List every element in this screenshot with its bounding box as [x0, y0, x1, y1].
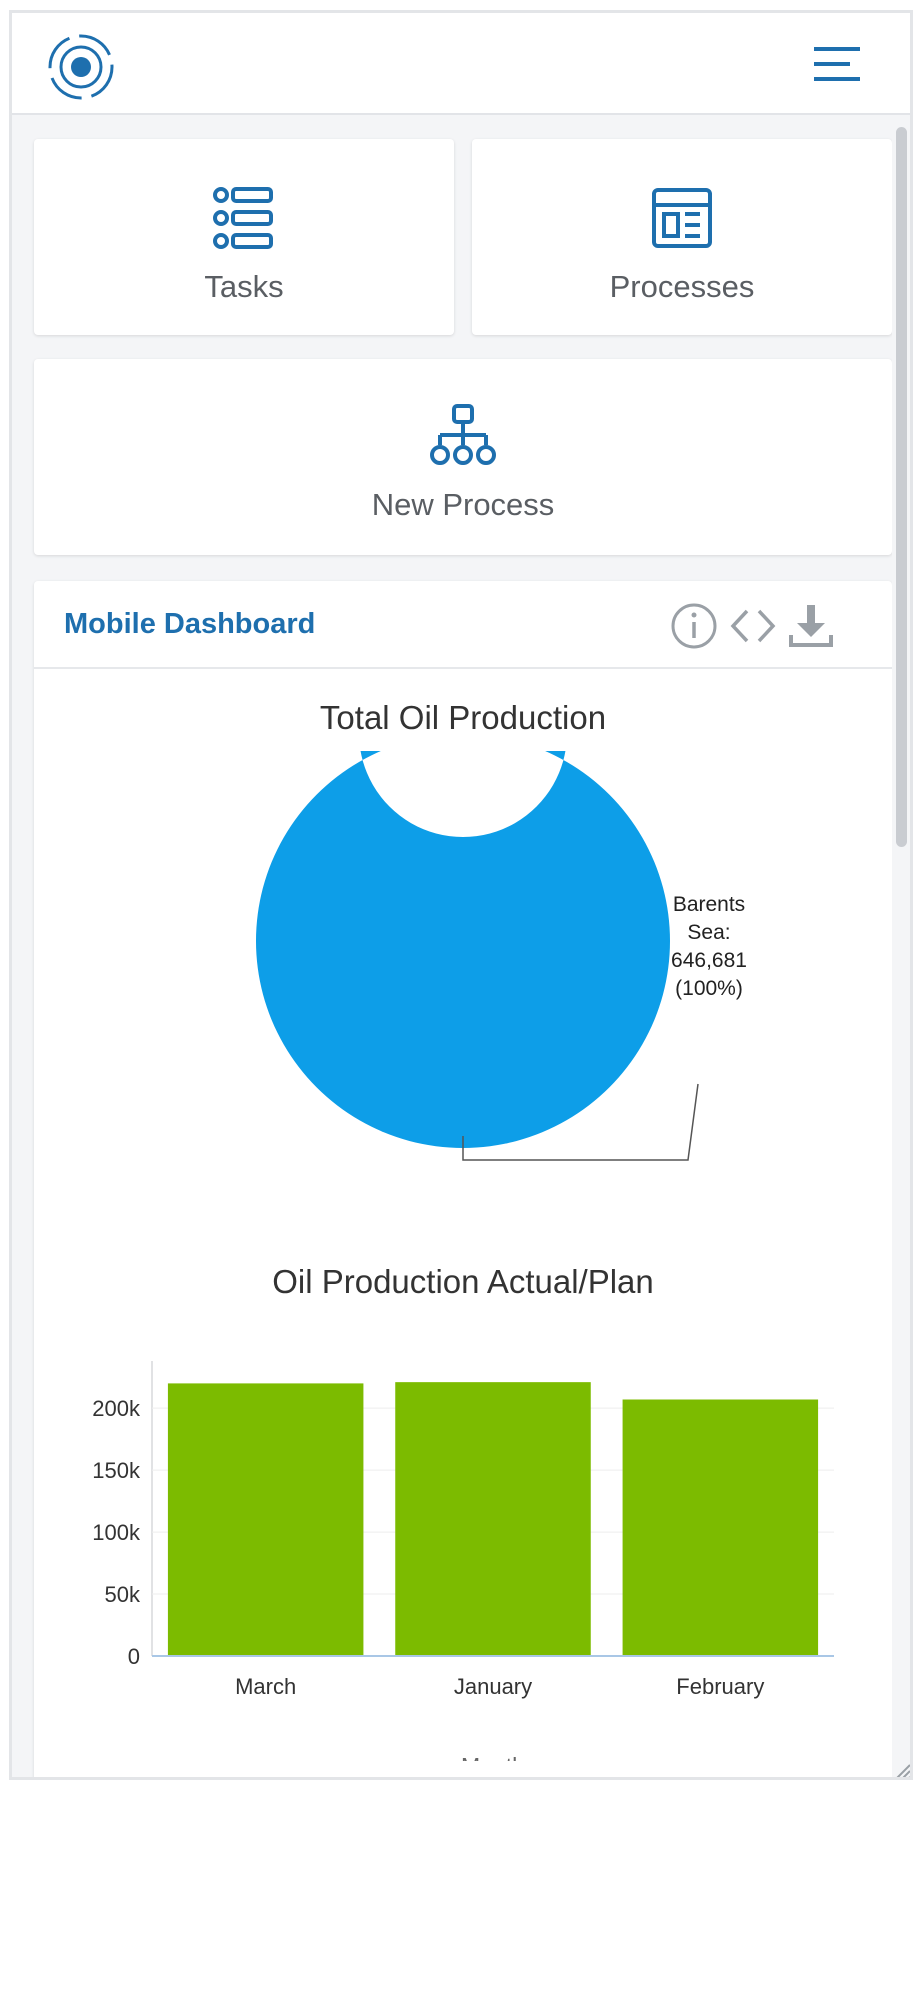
donut-leader-line [462, 1083, 699, 1161]
dashboard-title: Mobile Dashboard [64, 608, 316, 640]
bar-2 [622, 1399, 819, 1656]
bar-chart-title: Oil Production Actual/Plan [272, 1263, 654, 1300]
app-frame: Tasks Processes [9, 10, 913, 1780]
bar-0 [167, 1383, 364, 1656]
y-tick-label: 100k [92, 1520, 141, 1545]
tasks-tile[interactable]: Tasks [34, 139, 454, 335]
y-tick-label: 50k [105, 1582, 141, 1607]
processes-label: Processes [609, 269, 755, 304]
new-process-label: New Process [371, 487, 555, 522]
layout-icon [649, 185, 715, 251]
radar-target-icon[interactable] [45, 31, 117, 103]
resize-grip-icon[interactable] [890, 1761, 910, 1777]
x-axis-title: Month [461, 1753, 525, 1761]
hamburger-menu-icon[interactable] [810, 41, 864, 87]
list-icon [211, 185, 277, 251]
top-bar [12, 13, 910, 115]
donut-data-label: Barents [673, 893, 745, 916]
hierarchy-icon [430, 403, 496, 469]
y-tick-label: 0 [128, 1644, 140, 1669]
mobile-dashboard-card: Mobile Dashboard [34, 581, 892, 1777]
new-process-tile[interactable]: New Process [34, 359, 892, 555]
code-icon[interactable] [728, 601, 778, 651]
scrollbar-thumb[interactable] [896, 127, 907, 847]
main-content: Tasks Processes [12, 115, 892, 1777]
tasks-label: Tasks [204, 269, 284, 304]
donut-slice-0 [256, 751, 670, 1148]
processes-tile[interactable]: Processes [472, 139, 892, 335]
donut-data-label: Sea: [687, 921, 730, 944]
y-tick-label: 200k [92, 1396, 141, 1421]
bar-1 [395, 1382, 591, 1656]
donut-chart: Barents Sea: 646,681 (100%) [256, 751, 747, 1161]
info-icon[interactable] [669, 601, 719, 651]
x-tick-label: February [676, 1674, 764, 1699]
y-tick-label: 150k [92, 1458, 141, 1483]
x-tick-label: January [454, 1674, 532, 1699]
download-icon[interactable] [786, 601, 836, 651]
vertical-scrollbar[interactable] [893, 115, 910, 1777]
dashboard-header: Mobile Dashboard [34, 581, 892, 669]
bar-chart: 0 50k 100k 150k 200k March January February Mont… [92, 1361, 834, 1761]
donut-chart-title: Total Oil Production [319, 699, 607, 736]
x-tick-label: March [235, 1674, 296, 1699]
donut-data-label: (100%) [675, 977, 743, 1000]
donut-data-label: 646,681 [671, 949, 747, 972]
